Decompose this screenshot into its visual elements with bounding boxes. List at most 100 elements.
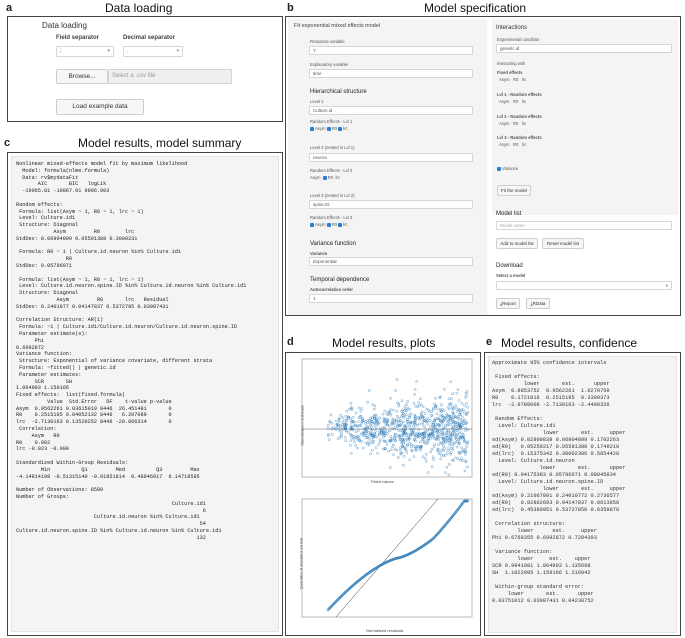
scatter-point (450, 442, 453, 445)
scatter-point (454, 423, 457, 426)
checkbox-asym-lvl3[interactable] (310, 222, 314, 227)
lrc-option-label[interactable]: lrc (335, 175, 340, 180)
scatter-point (417, 428, 420, 431)
scatter-point (457, 409, 461, 412)
scatter-point (361, 446, 365, 450)
scatter-point (354, 430, 358, 434)
model-spec-title: Fit exponential mixed effects model (294, 23, 381, 29)
checkbox-variance[interactable] (497, 166, 501, 171)
panel-a-letter: a (6, 2, 13, 14)
checkbox-r0-lvl2[interactable] (322, 175, 327, 180)
checkbox-r0-lvl1[interactable] (326, 126, 331, 131)
scatter-point (438, 414, 442, 417)
decimal-sep-select[interactable]: . ▾ (123, 46, 183, 57)
scatter-point (375, 423, 379, 427)
scatter-point (444, 423, 447, 427)
scatter-point (334, 428, 337, 431)
lvl3-re-options[interactable]: Asym R0 lrc (499, 142, 526, 147)
scatter-point (388, 429, 392, 433)
response-select[interactable]: Y (309, 46, 473, 55)
scatter-point (419, 412, 423, 416)
confidence-intervals-panel: Approximate 95% confidence intervals Fix… (484, 352, 681, 636)
model-name-input[interactable]: Model name (496, 221, 672, 230)
checkbox-lrc-lvl3[interactable] (338, 222, 343, 227)
scatter-point (446, 423, 450, 427)
level3-select[interactable]: spine.ID (309, 200, 473, 209)
scatter-point (417, 404, 421, 407)
variance-check-label: Variance (502, 166, 519, 171)
scatter-point (334, 427, 338, 430)
scatter-point (445, 429, 449, 433)
temporal-heading: Temporal dependence (310, 277, 370, 283)
add-model-button[interactable]: Add to model list (496, 238, 538, 249)
scatter-point (423, 412, 427, 415)
scatter-point (408, 458, 411, 461)
exp-cond-select[interactable]: genetic.id (496, 44, 672, 53)
checkbox-asym-lvl1[interactable] (310, 126, 314, 131)
load-example-button[interactable]: Load example data (56, 99, 144, 115)
scatter-point (383, 447, 387, 451)
scatter-point (347, 408, 351, 411)
explanatory-select[interactable]: time (309, 69, 473, 78)
scatter-point (344, 427, 347, 430)
qq-points (326, 499, 470, 612)
scatter-point (339, 413, 342, 417)
autocorr-input[interactable]: 1 (309, 294, 473, 303)
asym-option-label[interactable]: Asym (310, 175, 321, 180)
scatter-point (396, 425, 399, 428)
browse-button[interactable]: Browse... (56, 69, 108, 84)
scatter-point (457, 428, 461, 432)
scatter-point (446, 432, 449, 435)
checkbox-lrc-lvl1[interactable] (338, 126, 343, 131)
re-lvl2-options: Asym R0 lrc (310, 175, 340, 180)
level1-select[interactable]: Culture.id (309, 106, 473, 115)
scatter-point (458, 442, 461, 445)
file-input[interactable]: Select a .csv file (108, 69, 232, 84)
scatter-point (449, 403, 452, 406)
lvl2-re-options[interactable]: Asym R0 lrc (499, 121, 526, 126)
scatter-point (345, 410, 348, 413)
scatter-point (390, 421, 394, 424)
scatter-point (436, 435, 440, 439)
level3-label: Level 3 (nested in Lvl 2) (310, 193, 355, 198)
lvl1-re-options[interactable]: Asym R0 lrc (499, 99, 526, 104)
report-button[interactable]: ⤓Report (496, 298, 520, 309)
scatter-point (436, 449, 439, 453)
variance-select[interactable]: Exponential (309, 257, 473, 266)
decimal-sep-label: Decimal separator (123, 35, 176, 41)
scatter-point (451, 448, 455, 451)
scatter-point (400, 442, 403, 445)
scatter-point (368, 421, 372, 425)
select-model-dropdown[interactable]: ▾ (496, 281, 672, 290)
scatter-point (462, 438, 466, 441)
fixed-effects-options[interactable]: Asym R0 lrc (499, 77, 526, 82)
scatter-point (460, 408, 464, 411)
scatter-point (454, 456, 457, 460)
scatter-point (415, 436, 418, 439)
rdata-button[interactable]: ⤓RData (526, 298, 550, 309)
scatter-point (413, 388, 417, 391)
scatter-point (372, 439, 375, 443)
scatter-point (419, 440, 422, 444)
scatter-point (371, 441, 375, 445)
scatter-point (372, 421, 376, 425)
scatter-point (435, 407, 438, 411)
scatter-point (456, 416, 459, 420)
scatter-point (365, 425, 369, 428)
fit-model-button[interactable]: Fit the model (497, 185, 531, 196)
scatter-point (335, 423, 338, 426)
scatter-point (419, 448, 422, 452)
reset-model-button[interactable]: Reset model list (542, 238, 584, 249)
scatter-point (459, 425, 462, 428)
scatter-point (389, 408, 393, 411)
variance-checkbox[interactable]: Variance (497, 166, 518, 171)
scatter-point (430, 410, 434, 413)
scatter-point (403, 447, 407, 451)
scatter-point (425, 407, 429, 411)
scatter-point (426, 429, 429, 432)
checkbox-r0-lvl3[interactable] (326, 222, 331, 227)
level2-select[interactable]: neuron (309, 153, 473, 162)
qq-plot (301, 498, 473, 618)
field-sep-select[interactable]: ; ▾ (56, 46, 114, 57)
scatter-point (392, 453, 395, 456)
